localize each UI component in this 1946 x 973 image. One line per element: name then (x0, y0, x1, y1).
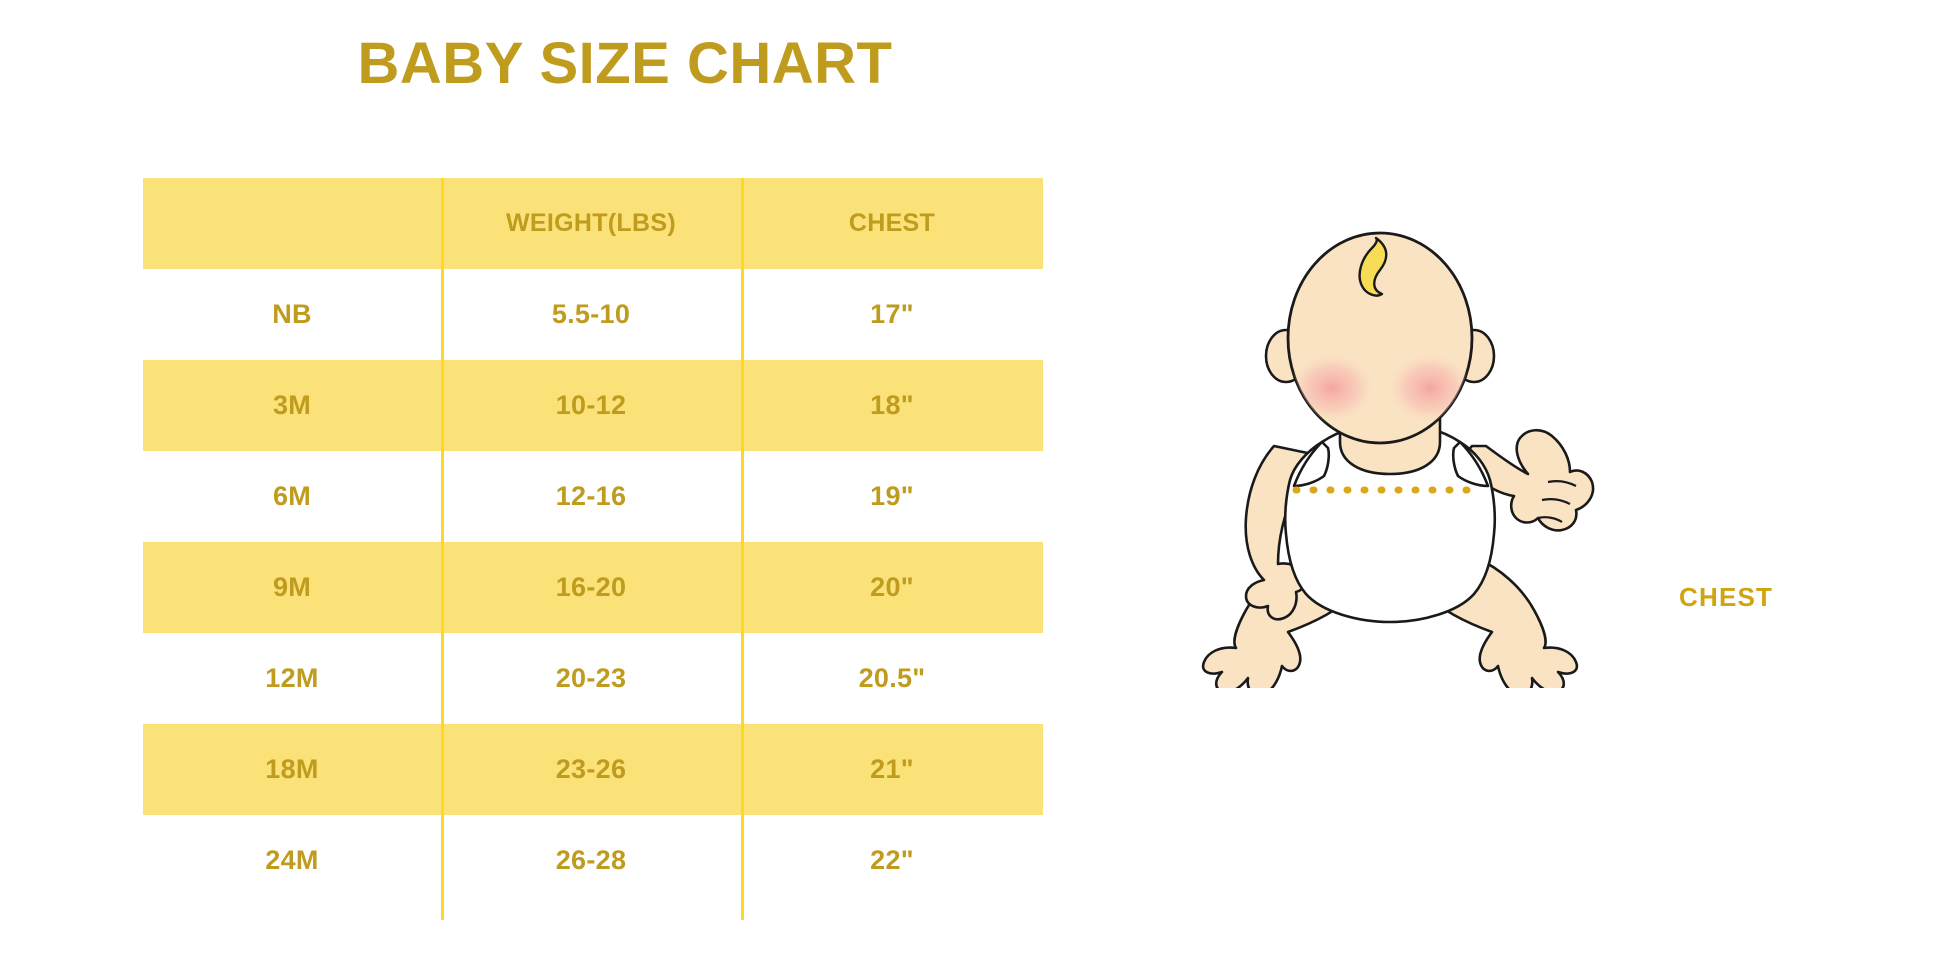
table-header: WEIGHT(LBS) CHEST (143, 178, 1043, 269)
table-row: NB 5.5-10 17" (143, 269, 1043, 360)
cell-weight: 10-12 (441, 360, 741, 451)
cell-weight: 23-26 (441, 724, 741, 815)
cell-weight: 20-23 (441, 633, 741, 724)
cell-weight: 16-20 (441, 542, 741, 633)
table-header-row: WEIGHT(LBS) CHEST (143, 178, 1043, 269)
table-row: 3M 10-12 18" (143, 360, 1043, 451)
cell-size: 12M (143, 633, 441, 724)
cell-weight: 26-28 (441, 815, 741, 906)
blush-right (1386, 352, 1472, 424)
column-header-weight: WEIGHT(LBS) (441, 178, 741, 269)
cell-chest: 17" (741, 269, 1043, 360)
cell-size: 18M (143, 724, 441, 815)
chest-annotation-label: CHEST (1679, 582, 1774, 612)
cell-weight: 5.5-10 (441, 269, 741, 360)
table-row: 6M 12-16 19" (143, 451, 1043, 542)
baby-head (1286, 231, 1474, 445)
cell-weight: 12-16 (441, 451, 741, 542)
table-row: 12M 20-23 20.5" (143, 633, 1043, 724)
cell-size: NB (143, 269, 441, 360)
cell-chest: 20.5" (741, 633, 1043, 724)
table-row: 9M 16-20 20" (143, 542, 1043, 633)
cell-chest: 21" (741, 724, 1043, 815)
cell-size: 3M (143, 360, 441, 451)
cell-chest: 20" (741, 542, 1043, 633)
column-header-size (143, 178, 441, 269)
table-row: 24M 26-28 22" (143, 815, 1043, 906)
cell-chest: 22" (741, 815, 1043, 906)
cell-chest: 19" (741, 451, 1043, 542)
column-divider-1 (441, 178, 444, 920)
table-body: NB 5.5-10 17" 3M 10-12 18" 6M 12-16 19" … (143, 269, 1043, 906)
size-chart-table: WEIGHT(LBS) CHEST NB 5.5-10 17" 3M 10-12… (143, 178, 1043, 906)
cell-chest: 18" (741, 360, 1043, 451)
page-title: BABY SIZE CHART (357, 31, 893, 96)
baby-onesie (1283, 422, 1497, 624)
cell-size: 6M (143, 451, 441, 542)
cell-size: 9M (143, 542, 441, 633)
table-row: 18M 23-26 21" (143, 724, 1043, 815)
baby-hair-curl (1358, 236, 1388, 297)
blush-left (1288, 352, 1376, 424)
sitting-baby-illustration (1201, 231, 1595, 688)
cell-size: 24M (143, 815, 441, 906)
column-header-chest: CHEST (741, 178, 1043, 269)
baby-right-arm (1465, 428, 1595, 532)
column-divider-2 (741, 178, 744, 920)
